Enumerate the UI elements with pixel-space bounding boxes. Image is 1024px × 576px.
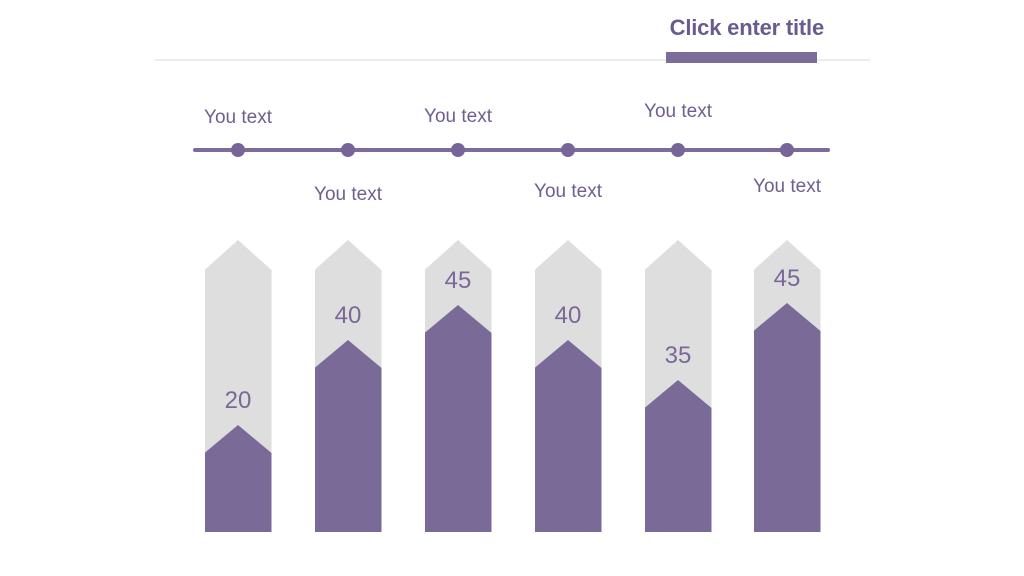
bar-fill xyxy=(424,305,492,532)
title-accent-bar xyxy=(666,52,817,63)
timeline-label: You text xyxy=(314,184,382,205)
bar: 45 xyxy=(424,240,492,532)
bar-fill xyxy=(644,380,712,532)
header-divider-line xyxy=(155,59,870,61)
bar: 40 xyxy=(314,240,382,532)
timeline-label: You text xyxy=(644,101,712,122)
bar: 35 xyxy=(644,240,712,532)
bar: 40 xyxy=(534,240,602,532)
timeline-dot xyxy=(671,143,685,157)
timeline-label: You text xyxy=(534,181,602,202)
timeline-label: You text xyxy=(424,106,492,127)
bar-value-label: 35 xyxy=(664,342,692,369)
bar-value-label: 40 xyxy=(554,302,582,329)
bar: 20 xyxy=(204,240,272,532)
bar: 45 xyxy=(753,240,821,532)
timeline-dot xyxy=(561,143,575,157)
bar-value-label: 40 xyxy=(334,302,362,329)
bar-value-label: 20 xyxy=(224,387,252,414)
timeline-label: You text xyxy=(204,107,272,128)
bar-fill xyxy=(534,340,602,532)
timeline-dot xyxy=(341,143,355,157)
bar-value-label: 45 xyxy=(444,267,472,294)
page-title: Click enter title xyxy=(669,15,825,40)
timeline-dot xyxy=(451,143,465,157)
timeline-dot xyxy=(780,143,794,157)
timeline-dot xyxy=(231,143,245,157)
bar-fill xyxy=(314,340,382,532)
timeline-line xyxy=(193,148,830,152)
bar-fill xyxy=(753,303,821,532)
timeline-label: You text xyxy=(753,176,821,197)
bar-value-label: 45 xyxy=(773,265,801,292)
